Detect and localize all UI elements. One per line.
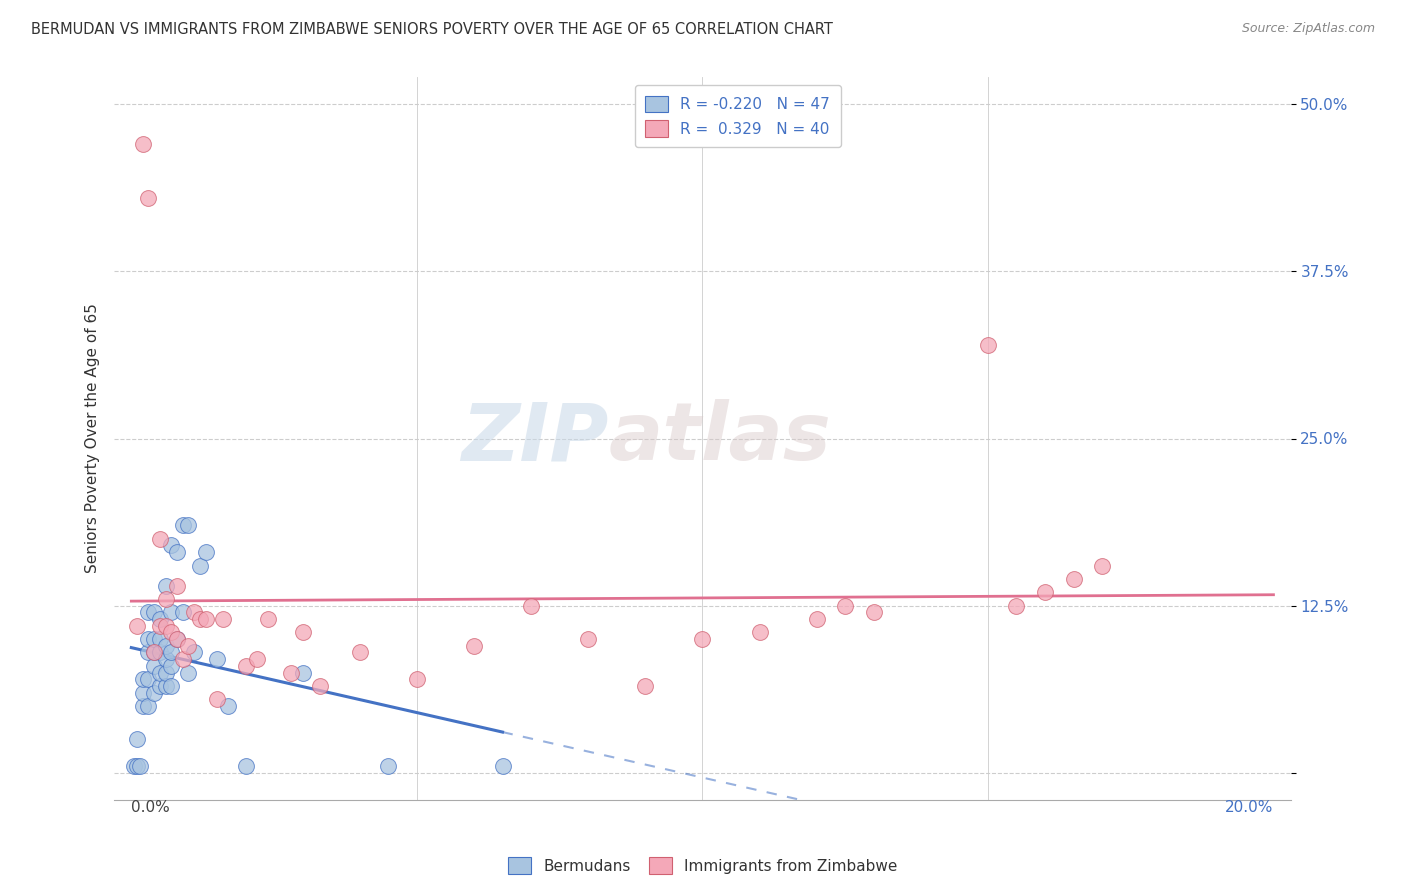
Point [149,532,172,546]
Point [132,672,155,686]
Point [1005,599,1028,613]
Point [349,645,371,659]
Point [692,632,714,646]
Point [143,605,166,619]
Point [634,679,657,693]
Point [149,645,172,659]
Point [125,759,148,773]
Point [205,652,228,666]
Point [125,618,148,632]
Point [155,665,177,680]
Point [377,759,399,773]
Point [160,605,183,619]
Point [166,545,188,559]
Point [172,518,194,533]
Point [143,685,166,699]
Point [166,632,188,646]
Point [149,679,172,693]
Point [291,665,314,680]
Point [166,579,188,593]
Point [291,625,314,640]
Point [194,612,217,626]
Point [463,639,485,653]
Point [149,632,172,646]
Point [160,539,183,553]
Point [138,605,160,619]
Point [160,679,183,693]
Point [138,191,160,205]
Point [1033,585,1056,599]
Point [205,692,228,706]
Point [149,665,172,680]
Point [177,639,200,653]
Point [308,679,330,693]
Point [166,632,188,646]
Point [143,645,166,659]
Point [235,759,257,773]
Point [155,579,177,593]
Point [177,518,200,533]
Point [235,658,257,673]
Point [172,605,194,619]
Point [246,652,269,666]
Point [155,679,177,693]
Point [128,759,150,773]
Point [155,618,177,632]
Point [280,665,302,680]
Point [806,612,828,626]
Point [1091,558,1114,573]
Text: 20.0%: 20.0% [1225,799,1274,814]
Point [143,645,166,659]
Point [138,645,160,659]
Point [122,759,145,773]
Legend: Bermudans, Immigrants from Zimbabwe: Bermudans, Immigrants from Zimbabwe [502,851,904,880]
Point [194,545,217,559]
Point [143,632,166,646]
Text: BERMUDAN VS IMMIGRANTS FROM ZIMBABWE SENIORS POVERTY OVER THE AGE OF 65 CORRELAT: BERMUDAN VS IMMIGRANTS FROM ZIMBABWE SEN… [31,22,832,37]
Point [155,639,177,653]
Point [211,612,233,626]
Point [188,612,211,626]
Point [748,625,770,640]
Point [183,645,205,659]
Point [132,685,155,699]
Point [155,652,177,666]
Point [138,672,160,686]
Point [172,652,194,666]
Point [149,612,172,626]
Point [138,698,160,713]
Point [138,632,160,646]
Text: atlas: atlas [609,400,831,477]
Point [160,625,183,640]
Point [834,599,856,613]
Point [143,658,166,673]
Point [405,672,427,686]
Point [188,558,211,573]
Y-axis label: Seniors Poverty Over the Age of 65: Seniors Poverty Over the Age of 65 [86,303,100,574]
Point [183,605,205,619]
Point [1063,572,1085,586]
Point [862,605,884,619]
Text: Source: ZipAtlas.com: Source: ZipAtlas.com [1241,22,1375,36]
Point [520,599,543,613]
Point [132,137,155,152]
Point [491,759,513,773]
Point [160,658,183,673]
Point [132,698,155,713]
Point [160,645,183,659]
Point [125,732,148,747]
Point [977,338,1000,352]
Point [576,632,599,646]
Text: 0.0%: 0.0% [131,799,170,814]
Point [177,665,200,680]
Point [155,591,177,606]
Point [217,698,239,713]
Point [257,612,280,626]
Text: ZIP: ZIP [461,400,609,477]
Legend: R = -0.220   N = 47, R =  0.329   N = 40: R = -0.220 N = 47, R = 0.329 N = 40 [634,85,841,147]
Point [149,618,172,632]
